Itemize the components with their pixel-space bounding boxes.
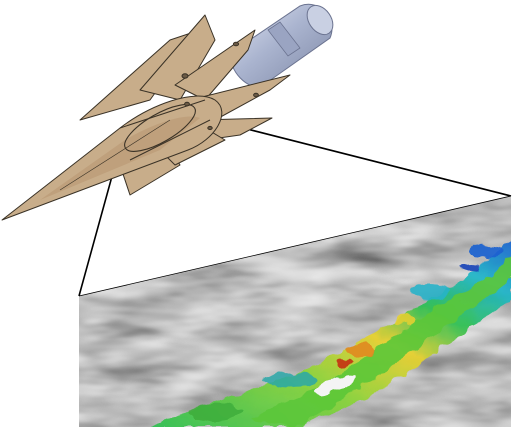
- zoomed-flow-slice: [79, 196, 511, 427]
- fin-top-right: [174, 29, 256, 101]
- rivet-3: [253, 92, 259, 98]
- iso-blob-red: [337, 358, 353, 366]
- projectile-body: [1, 14, 291, 221]
- iso-surface-structures: [150, 238, 511, 427]
- rivet-1: [181, 73, 189, 79]
- nozzle-end-cap: [306, 4, 334, 36]
- iso-blob-teal: [262, 373, 318, 387]
- iso-blob-blue: [470, 245, 506, 259]
- rivet-4: [184, 101, 190, 107]
- seam-line-1: [119, 99, 206, 129]
- iso-blob-deep-blue: [460, 264, 480, 272]
- iso-hole: [314, 375, 356, 395]
- seam-line-3: [59, 119, 171, 191]
- rivet-5: [207, 125, 213, 131]
- body-ring: [124, 104, 196, 152]
- slice-outline: [78, 195, 512, 297]
- seam-line-2: [129, 119, 211, 161]
- rivet-2: [232, 41, 240, 47]
- nozzle-collar: [267, 21, 301, 57]
- iso-blob-yellow: [393, 315, 417, 325]
- fin-top-center: [139, 14, 216, 101]
- iso-blob-green-low: [189, 404, 241, 420]
- nozzle-cylinder: [230, 3, 334, 88]
- iso-blob-orange: [346, 344, 374, 356]
- iso-blob-cyan: [408, 284, 452, 300]
- iso-surface-core: [250, 255, 511, 427]
- fuselage-shading: [40, 116, 200, 200]
